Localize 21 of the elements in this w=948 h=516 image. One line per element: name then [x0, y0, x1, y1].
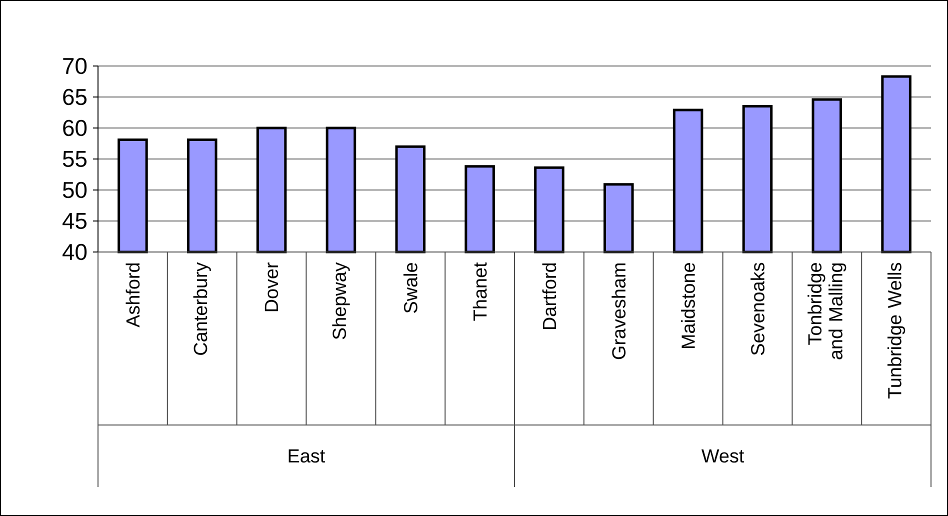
x-tick-label: Canterbury [193, 262, 211, 355]
x-tick-label: Sevenoaks [750, 262, 764, 355]
y-tick-label: 60 [63, 120, 87, 136]
x-tick-label: Maidstone [681, 263, 695, 348]
y-tick-label: 55 [62, 150, 87, 167]
x-tick-label: Ashford [126, 263, 140, 328]
x-tick-label: Dover [264, 262, 278, 312]
y-tick-label: 50 [62, 182, 87, 198]
x-tick-label: Swale [403, 263, 418, 313]
x-tick-label: Shepway [332, 262, 350, 340]
y-tick-label: 65 [63, 88, 87, 106]
x-tick-label: Tonbridge and Malling [808, 263, 846, 360]
x-tick-label: Thanet [472, 262, 487, 321]
y-tick-label: 45 [62, 212, 87, 229]
y-tick-label: 70 [63, 58, 87, 74]
y-tick-label: 40 [62, 244, 87, 260]
x-tick-label: Gravesham [612, 263, 626, 360]
text: East [288, 449, 326, 463]
x-tick-label: Dartford [542, 263, 556, 330]
text: West [701, 449, 744, 463]
x-tick-label: Tunbridge Wells [887, 262, 906, 399]
